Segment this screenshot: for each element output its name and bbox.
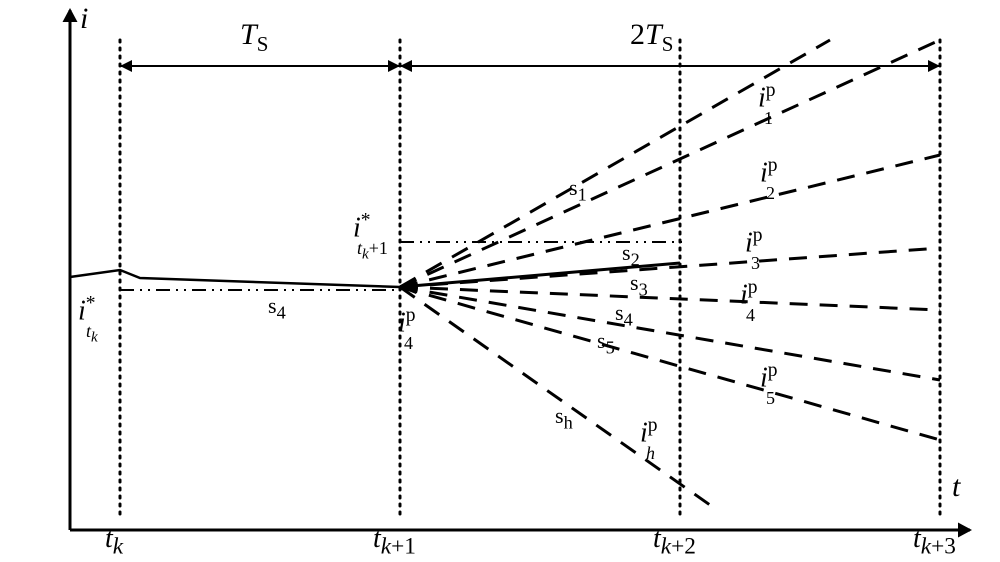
fan-ip-h: iph bbox=[640, 415, 658, 481]
fan-tag-s3: s3 bbox=[630, 270, 648, 300]
bracket-label-2Ts: 2TS bbox=[630, 18, 673, 57]
label-i-star-tk1: i*tk+1 bbox=[353, 210, 384, 278]
tick-tk1: tk+1 bbox=[373, 523, 416, 561]
fan-tag-s1: s1 bbox=[569, 175, 587, 205]
fan-tag-s5: s5 bbox=[597, 328, 615, 358]
label-i-star-tk: i*tk bbox=[78, 293, 96, 361]
axis-label-i: i bbox=[80, 2, 88, 36]
fan-ip-2: ip2 bbox=[760, 155, 778, 221]
tick-tk2: tk+2 bbox=[653, 523, 696, 561]
bracket-label-Ts: TS bbox=[240, 18, 268, 57]
fan-ip-5: ip5 bbox=[760, 360, 778, 426]
tick-tk: tk bbox=[105, 523, 123, 561]
tick-tk3: tk+3 bbox=[913, 523, 956, 561]
axis-label-t: t bbox=[952, 470, 960, 504]
traj-label-s4: s4 bbox=[268, 293, 286, 323]
label-i4p-node: ip4 bbox=[398, 305, 416, 371]
fan-tag-sh: sh bbox=[555, 403, 573, 433]
fan-ip-4: ip4 bbox=[740, 277, 758, 343]
fan-tag-s2: s2 bbox=[622, 240, 640, 270]
fan-tag-s4: s4 bbox=[615, 300, 633, 330]
fan-ip-1: ip1 bbox=[758, 80, 776, 146]
diagram-svg bbox=[0, 0, 1000, 562]
